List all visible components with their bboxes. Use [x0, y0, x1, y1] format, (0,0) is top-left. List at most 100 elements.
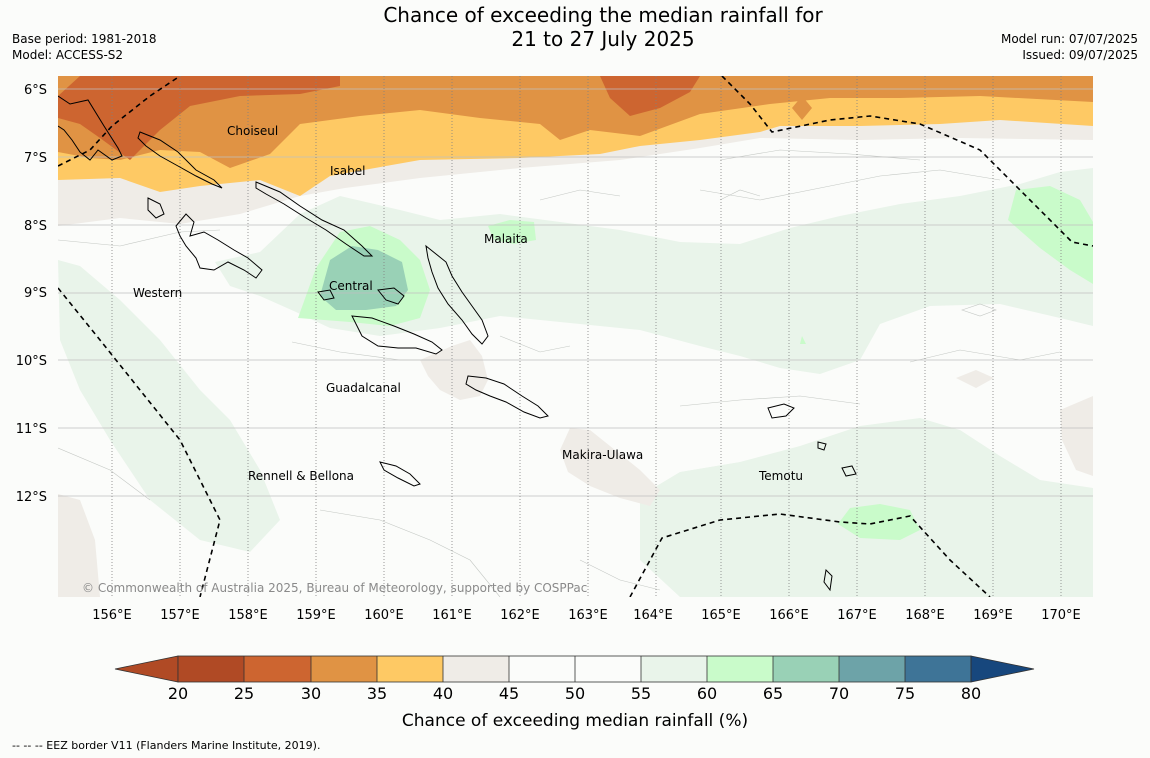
vanikoro-coast [841, 465, 857, 477]
longitude-labels: 156°E 157°E 158°E 159°E 160°E 161°E 162°… [92, 608, 1081, 623]
small-islands-coast [823, 568, 833, 592]
colorbar-tick: 20 [168, 684, 188, 703]
band-30-35-spot [792, 96, 812, 120]
label-makira-ulawa: Makira-Ulawa [562, 448, 643, 462]
lon-label-166e: 166°E [769, 608, 809, 623]
issue-info: Model run: 07/07/2025 Issued: 09/07/2025 [1001, 31, 1138, 63]
colorbar-seg-45-50 [509, 656, 575, 682]
lon-label-164e: 164°E [633, 608, 673, 623]
lat-label-6s: 6°S [24, 83, 47, 98]
lat-label-8s: 8°S [24, 219, 47, 234]
coastlines [58, 95, 857, 592]
isabel-coast [255, 181, 374, 257]
band-40-45-east [1060, 396, 1093, 476]
label-rennell-bellona: Rennell & Bellona [248, 469, 354, 483]
colorbar-tick: 45 [499, 684, 519, 703]
base-period: Base period: 1981-2018 [12, 32, 157, 46]
colorbar-seg-25-30 [244, 656, 311, 682]
label-western: Western [133, 286, 182, 300]
label-choiseul: Choiseul [227, 124, 278, 138]
colorbar-seg-75-80 [905, 656, 971, 682]
issued-date: Issued: 09/07/2025 [1022, 48, 1138, 62]
band-40-45-spot [956, 370, 994, 388]
eez-border [58, 76, 1093, 597]
band-65-70-central [320, 246, 408, 310]
colorbar-seg-65-70 [773, 656, 839, 682]
province-labels: Choiseul Isabel Malaita Western Central … [133, 124, 803, 483]
lat-label-11s: 11°S [16, 422, 47, 437]
lon-label-160e: 160°E [364, 608, 404, 623]
band-60-65-east [1008, 186, 1093, 284]
colorbar-seg-20-25 [178, 656, 244, 682]
colorbar-tick: 35 [367, 684, 387, 703]
lon-label-163e: 163°E [568, 608, 608, 623]
label-malaita: Malaita [484, 232, 528, 246]
guadalcanal-coast [351, 315, 443, 355]
band-60-65-spot [800, 336, 806, 344]
label-temotu: Temotu [758, 469, 803, 483]
model-name: Model: ACCESS-S2 [12, 48, 124, 62]
choiseul-coast [137, 131, 223, 189]
band-40-45-makira [560, 428, 660, 506]
colorbar-tick: 75 [895, 684, 915, 703]
lon-label-169e: 169°E [973, 608, 1013, 623]
lon-label-162e: 162°E [500, 608, 540, 623]
colorbar-seg-30-35 [311, 656, 377, 682]
latitude-gridlines [58, 88, 1093, 497]
lon-label-159e: 159°E [296, 608, 336, 623]
makira-coast [465, 375, 549, 419]
colorbar-tick: 30 [301, 684, 321, 703]
colorbar-seg-50-55 [575, 656, 641, 682]
rainfall-map [58, 76, 1093, 597]
lon-label-165e: 165°E [701, 608, 741, 623]
eez-legend-note: -- -- -- EEZ border V11 (Flanders Marine… [12, 739, 321, 752]
lon-label-156e: 156°E [92, 608, 132, 623]
band-25-30 [58, 76, 340, 160]
model-info: Base period: 1981-2018 Model: ACCESS-S2 [12, 31, 157, 63]
shortlands-coast [147, 197, 165, 219]
colorbar: 20 25 30 35 40 45 50 55 60 65 70 75 80 C… [114, 655, 1035, 731]
chart-title: Chance of exceeding the median rainfall … [300, 3, 906, 51]
colorbar-outline [177, 655, 972, 683]
colorbar-seg-40-45 [443, 656, 509, 682]
lon-label-167e: 167°E [837, 608, 877, 623]
model-run-date: Model run: 07/07/2025 [1000, 32, 1138, 46]
band-25-30-east [600, 76, 700, 116]
colorbar-tick: 70 [829, 684, 849, 703]
band-55-60-north [215, 168, 1093, 374]
lat-label-10s: 10°S [16, 354, 47, 369]
colorbar-tick: 55 [631, 684, 651, 703]
colorbar-seg-35-40 [377, 656, 443, 682]
new-georgia-coast [175, 213, 263, 279]
title-line-2: 21 to 27 July 2025 [511, 27, 695, 51]
band-30-35 [58, 76, 1093, 168]
lon-label-158e: 158°E [228, 608, 268, 623]
florida-islands-coast [377, 287, 405, 305]
band-40-45-southwest [58, 494, 100, 597]
band-40-45-guadalcanal [420, 340, 488, 400]
colorbar-dividers [243, 656, 906, 682]
lon-label-157e: 157°E [160, 608, 200, 623]
colorbar-ticks: 20 25 30 35 40 45 50 55 60 65 70 75 80 [168, 684, 981, 703]
utupua-coast [817, 441, 827, 451]
copyright-text: © Commonwealth of Australia 2025, Bureau… [82, 581, 587, 595]
lat-label-12s: 12°S [16, 490, 47, 505]
colorbar-high-arrow [970, 655, 1035, 683]
colorbar-tick: 60 [697, 684, 717, 703]
latitude-labels: 6°S 7°S 8°S 9°S 10°S 11°S 12°S [16, 83, 47, 505]
colorbar-tick: 40 [433, 684, 453, 703]
lon-label-170e: 170°E [1041, 608, 1081, 623]
rennell-coast [379, 461, 421, 487]
lat-label-9s: 9°S [24, 286, 47, 301]
band-55-60-se [1052, 520, 1093, 552]
colorbar-tick: 50 [565, 684, 585, 703]
colorbar-tick: 80 [961, 684, 981, 703]
band-55-60-west [58, 260, 280, 552]
bougainville-coast [58, 95, 123, 161]
title-line-1: Chance of exceeding the median rainfall … [383, 3, 823, 27]
malaita-coast [425, 244, 489, 345]
colorbar-tick: 25 [234, 684, 254, 703]
colorbar-seg-60-65 [707, 656, 773, 682]
lat-label-7s: 7°S [24, 151, 47, 166]
